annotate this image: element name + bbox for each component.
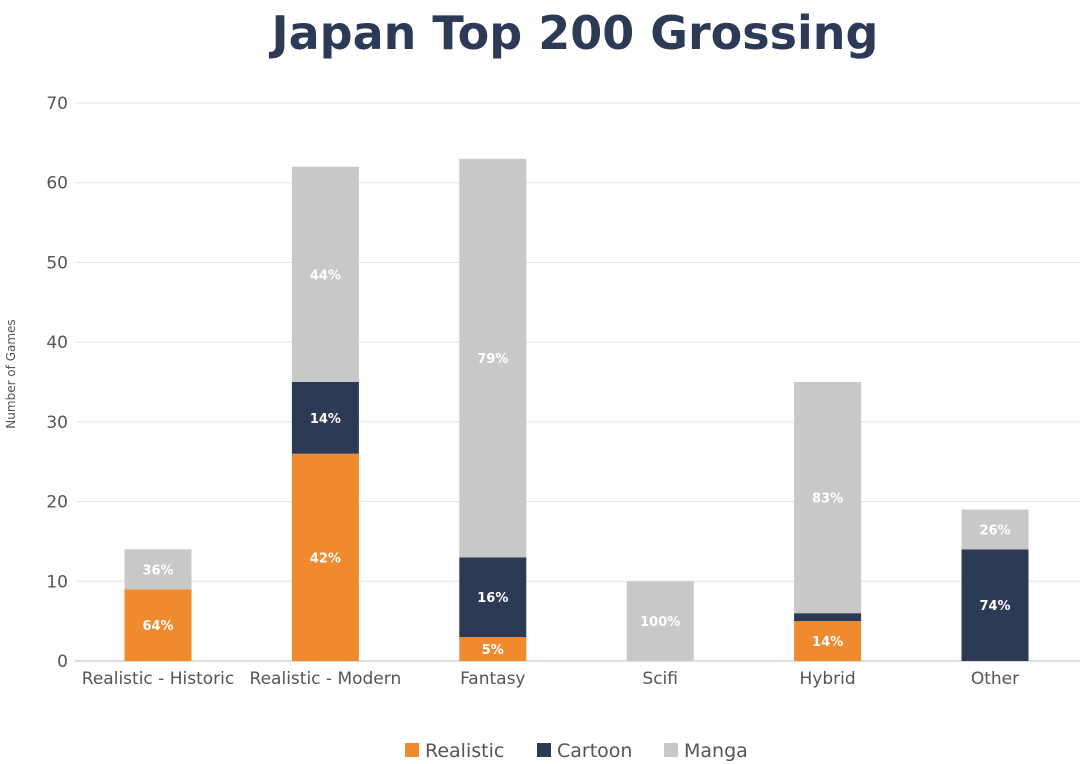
bar-manga-0 <box>124 549 192 590</box>
x-axis-categories: Realistic - Historic Realistic - Modern Fa… <box>82 669 1019 689</box>
bar-data-label: 79% <box>477 352 508 367</box>
bar-data-label: 42% <box>310 551 341 566</box>
bar-cartoon-1 <box>291 382 359 454</box>
y-axis-ticks: 0 10 20 30 40 50 60 70 <box>46 94 68 672</box>
y-axis-label: Number of Games <box>4 319 18 428</box>
grid-lines <box>75 102 1080 662</box>
y-tick-label: 50 <box>46 253 68 273</box>
bar-realistic-0 <box>124 589 192 661</box>
bar-cartoon-5 <box>961 549 1029 661</box>
x-category-label: Realistic - Modern <box>250 669 402 689</box>
bar-data-label: 16% <box>477 591 508 606</box>
bar-manga-1 <box>291 166 359 382</box>
legend-swatch-manga <box>664 743 678 757</box>
bar-manga-4 <box>794 382 862 614</box>
legend-label-manga: Manga <box>684 740 748 762</box>
y-tick-label: 0 <box>57 652 68 672</box>
x-category-label: Fantasy <box>460 669 525 689</box>
y-tick-label: 60 <box>46 174 68 194</box>
legend-swatch-realistic <box>405 743 419 757</box>
bar-data-label: 44% <box>310 268 341 283</box>
x-category-label: Scifi <box>642 669 678 689</box>
bar-data-label: 74% <box>979 599 1010 614</box>
bar-data-label: 14% <box>310 412 341 427</box>
y-tick-label: 10 <box>46 572 68 592</box>
legend: Realistic Cartoon Manga <box>405 740 748 762</box>
bars <box>124 158 1029 661</box>
bar-data-label: 100% <box>640 615 680 630</box>
bar-realistic-1 <box>291 453 359 661</box>
legend-label-realistic: Realistic <box>425 740 504 762</box>
y-tick-label: 20 <box>46 493 68 513</box>
bar-data-label: 83% <box>812 492 843 507</box>
x-category-label: Hybrid <box>800 669 856 689</box>
x-category-label: Other <box>971 669 1019 689</box>
bar-labels: 64% 36% 42% 14% 44% 5% 16% 79% 100% 14% 83% 74% 26% <box>142 268 1010 658</box>
bar-manga-2 <box>459 158 527 558</box>
bar-data-label: 5% <box>482 643 504 658</box>
bar-manga-3 <box>626 581 694 661</box>
bar-data-label: 36% <box>142 563 173 578</box>
y-tick-label: 40 <box>46 333 68 353</box>
bar-data-label: 26% <box>979 523 1010 538</box>
bar-manga-5 <box>961 509 1029 550</box>
bar-realistic-2 <box>459 637 527 661</box>
bar-data-label: 14% <box>812 635 843 650</box>
legend-swatch-cartoon <box>537 743 551 757</box>
bar-cartoon-4 <box>794 613 862 622</box>
x-category-label: Realistic - Historic <box>82 669 234 689</box>
bar-cartoon-2 <box>459 557 527 638</box>
y-tick-label: 30 <box>46 413 68 433</box>
bar-realistic-4 <box>794 621 862 661</box>
bar-data-label: 64% <box>142 619 173 634</box>
chart-title: Japan Top 200 Grossing <box>271 6 879 60</box>
legend-label-cartoon: Cartoon <box>557 740 632 762</box>
y-tick-label: 70 <box>46 94 68 114</box>
